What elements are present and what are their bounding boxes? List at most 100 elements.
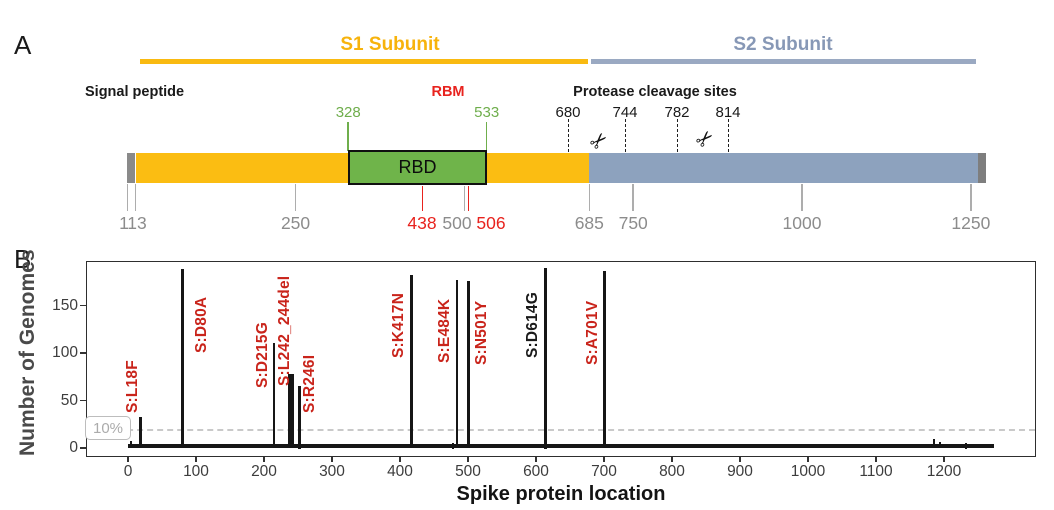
mutation-label: S:D614G	[524, 291, 541, 358]
position-tick	[970, 183, 972, 211]
x-axis-tick-label: 400	[387, 463, 413, 480]
mutation-bar	[455, 279, 459, 449]
x-axis-tick-label: 0	[123, 463, 133, 480]
cterminus-segment	[977, 153, 987, 183]
cleavage-site-label: 782	[664, 104, 690, 121]
threshold-dashed-line	[87, 429, 1035, 431]
minor-bar	[959, 444, 962, 449]
minor-bar	[572, 445, 575, 449]
position-tick	[134, 183, 137, 211]
minor-bar	[434, 444, 437, 449]
mutation-bar	[181, 269, 184, 449]
position-label: 13	[127, 213, 147, 233]
rbd-boundary-label: 328	[335, 104, 361, 121]
position-label: 1	[119, 213, 129, 233]
x-axis-tick-label: 500	[455, 463, 481, 480]
minor-bar	[668, 445, 671, 449]
rbd-domain-box: RBD	[348, 150, 487, 185]
x-axis-tick	[807, 457, 809, 462]
mutation-label: S:K417N	[390, 292, 407, 358]
y-axis-tick	[80, 304, 86, 307]
cleavage-site-label: 814	[715, 104, 741, 121]
minor-bar	[711, 444, 714, 449]
mutation-bar	[138, 416, 142, 449]
protease-cleavage-sites-label: Protease cleavage sites	[573, 84, 737, 100]
cleavage-site-dashed-line	[568, 119, 569, 152]
position-tick	[421, 186, 424, 211]
rbm-label: RBM	[431, 84, 465, 100]
scissors-icon: ✂	[690, 124, 720, 154]
minor-bar	[915, 444, 918, 449]
minor-bar	[718, 445, 721, 449]
mutation-label: S:A701V	[584, 300, 601, 365]
x-axis-tick-label: 300	[319, 463, 345, 480]
position-tick	[801, 183, 803, 211]
x-axis-tick-label: 100	[183, 463, 209, 480]
minor-bar	[242, 444, 245, 449]
minor-bar	[130, 441, 133, 449]
rbd-domain-label: RBD	[398, 157, 437, 177]
x-axis-tick	[603, 457, 605, 462]
x-axis-tick-label: 1000	[790, 463, 826, 480]
position-label: 250	[280, 213, 311, 233]
mutation-label: S:D80A	[193, 296, 210, 353]
x-axis-tick-label: 1100	[859, 463, 893, 480]
y-axis-title: Number of Genomes	[16, 249, 39, 456]
x-axis-tick	[739, 457, 741, 462]
y-axis-tick	[80, 447, 86, 449]
position-label: 1250	[951, 213, 991, 233]
signal-peptide-segment	[127, 153, 136, 183]
y-axis-tick-label: 50	[60, 391, 78, 409]
mutation-label: S:N501Y	[473, 300, 490, 365]
position-label: 685	[574, 213, 604, 233]
mutation-label: S:L242_244del	[276, 275, 293, 386]
x-axis-tick	[875, 457, 877, 462]
position-tick	[632, 183, 634, 211]
mutation-bar	[287, 373, 294, 449]
y-axis-tick-label: 0	[69, 439, 78, 456]
position-tick	[126, 183, 129, 211]
x-axis-tick	[943, 457, 945, 462]
minor-bar	[906, 444, 909, 449]
x-axis-tick-label: 1200	[926, 463, 962, 480]
cleavage-site-dashed-line	[625, 119, 626, 152]
minor-bar	[938, 442, 941, 449]
x-axis-tick	[195, 457, 197, 462]
rbd-boundary-tick	[347, 122, 350, 151]
position-label: 506	[476, 213, 506, 233]
minor-bar	[589, 444, 592, 449]
minor-bar	[452, 443, 455, 449]
minor-bar	[695, 444, 698, 449]
s2-subunit-segment	[589, 153, 978, 183]
s2-subunit-bracket	[591, 59, 976, 64]
panel-b-label: B	[14, 244, 32, 274]
mutation-bar	[467, 280, 470, 449]
mutation-label: S:E484K	[436, 298, 453, 363]
scissors-icon: ✂	[584, 126, 614, 156]
x-axis-tick-label: 800	[659, 463, 685, 480]
position-label: 438	[407, 213, 437, 233]
x-axis-tick-label: 700	[591, 463, 617, 480]
y-axis-tick	[80, 399, 86, 402]
rbd-boundary-tick	[485, 122, 488, 151]
s1-subunit-bracket	[140, 59, 588, 64]
cleavage-site-label: 680	[555, 104, 581, 121]
x-axis-tick	[127, 457, 129, 462]
x-axis-tick	[331, 457, 333, 462]
mutation-bar	[544, 267, 547, 449]
mutation-label: S:D215G	[254, 321, 271, 388]
panel-a-label: A	[14, 30, 32, 60]
mutation-bar	[272, 342, 276, 449]
x-axis-tick	[535, 457, 537, 462]
y-axis-tick	[80, 352, 86, 354]
y-axis-tick-label: 100	[52, 344, 78, 361]
position-label: 750	[618, 213, 648, 233]
plot-panel-border	[86, 261, 1036, 457]
position-tick	[467, 186, 470, 211]
position-tick	[463, 186, 466, 211]
mutation-bar	[603, 271, 606, 449]
cleavage-site-dashed-line	[728, 119, 729, 152]
minor-bar	[650, 445, 653, 449]
cleavage-site-label: 744	[612, 104, 638, 121]
signal-peptide-label: Signal peptide	[85, 84, 185, 100]
